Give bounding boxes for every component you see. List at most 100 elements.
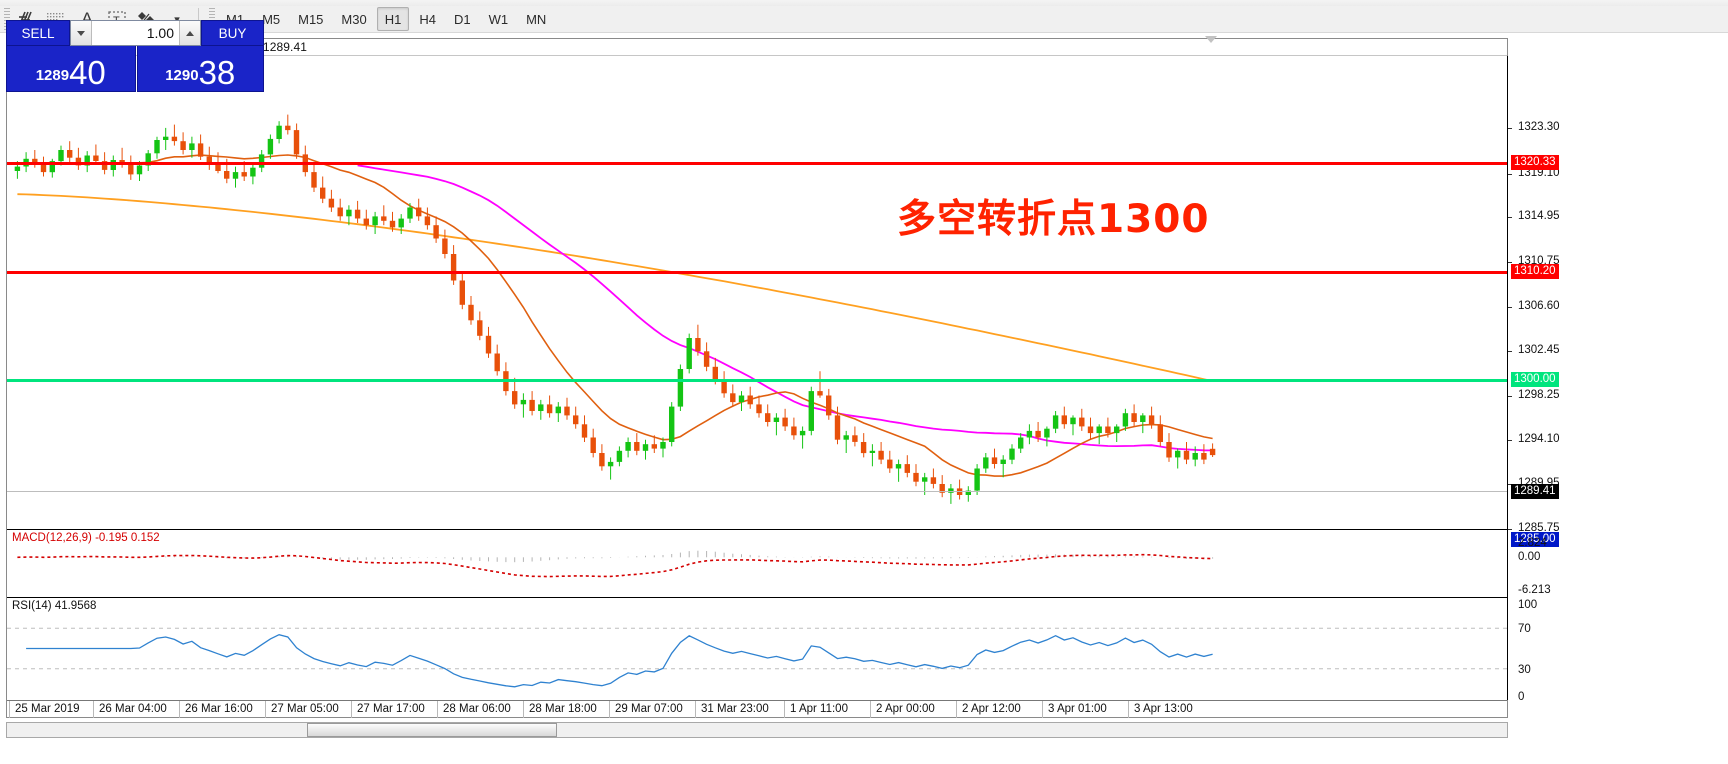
time-tick-separator (956, 701, 957, 718)
volume-input[interactable]: 1.00 (146, 25, 174, 41)
time-tick-separator (437, 701, 438, 718)
macd-svg (17, 550, 1214, 578)
price-tick-mark (1508, 529, 1512, 530)
rsi-svg (7, 627, 1507, 688)
price-tick-mark (1508, 396, 1512, 397)
price-tick-label: 1302.45 (1518, 344, 1560, 356)
rsi-label: RSI(14) 41.9568 (12, 600, 97, 612)
macd-plot[interactable] (7, 530, 1507, 595)
volume-increment-button[interactable] (179, 21, 200, 45)
timeframe-m30[interactable]: M30 (333, 7, 374, 31)
text-tool-icon[interactable]: A (74, 6, 100, 32)
timeframe-d1[interactable]: D1 (446, 7, 479, 31)
time-axis-label: 3 Apr 01:00 (1048, 703, 1107, 715)
time-tick-separator (351, 701, 352, 718)
timeframe-m5[interactable]: M5 (254, 7, 288, 31)
timeframe-group: M1 M5 M15 M30 H1 H4 D1 W1 MN (217, 7, 555, 31)
timeframe-w1[interactable]: W1 (481, 7, 517, 31)
rsi-plot[interactable] (7, 598, 1507, 699)
timeframe-label: H4 (419, 11, 436, 27)
rsi-scale-label: 0 (1518, 691, 1525, 703)
timeframe-label: MN (526, 11, 547, 27)
time-axis-label: 26 Mar 16:00 (185, 703, 253, 715)
price-pane[interactable]: 多空转折点1300 (7, 56, 1507, 542)
price-tick-mark (1508, 440, 1512, 441)
timeframe-label: W1 (488, 11, 509, 27)
sell-price-decimal: 40 (69, 54, 106, 91)
time-tick-separator (784, 701, 785, 718)
buy-price-display[interactable]: 1290 38 (136, 46, 264, 92)
sell-button[interactable]: SELL (6, 20, 70, 46)
price-tick-label: 1294.10 (1518, 433, 1560, 445)
level-line-1289.41[interactable] (7, 491, 1507, 492)
macd-label: MACD(12,26,9) -0.195 0.152 (12, 532, 160, 544)
timeframe-label: D1 (453, 11, 471, 27)
time-tick-separator (609, 701, 610, 718)
buy-price-decimal: 38 (198, 54, 236, 91)
time-axis-label: 31 Mar 23:00 (701, 703, 769, 715)
chart-annotation-text[interactable]: 多空转折点1300 (897, 197, 1210, 242)
time-axis-label: 28 Mar 18:00 (529, 703, 597, 715)
time-axis[interactable]: 25 Mar 2019 26 Mar 04:00 26 Mar 16:00 27 Ma… (7, 700, 1507, 718)
price-level-badge-red[interactable]: 1310.20 (1511, 264, 1559, 279)
time-axis-label: 25 Mar 2019 (15, 703, 80, 715)
rsi-scale-label: 30 (1518, 664, 1531, 676)
macd-scale-label: 0.00 (1518, 551, 1541, 563)
time-axis-label: 28 Mar 06:00 (443, 703, 511, 715)
toolbar-grip-2[interactable] (209, 8, 215, 30)
timeframe-h1[interactable]: H1 (376, 7, 410, 31)
scrollbar-thumb[interactable] (307, 723, 557, 737)
time-tick-separator (9, 701, 10, 718)
level-line-1300.00[interactable] (7, 379, 1507, 382)
price-level-badge-black[interactable]: 1289.41 (1511, 484, 1559, 499)
one-click-trading-panel[interactable]: SELL 1.00 BUY 1289 40 1290 38 (6, 20, 264, 92)
sell-price-integer: 1289 (35, 67, 70, 84)
rsi-pane[interactable]: RSI(14) 41.9568 (7, 597, 1507, 699)
time-tick-separator (265, 701, 266, 718)
toolbar-grip[interactable] (4, 8, 10, 30)
price-tick-label: 1306.60 (1518, 300, 1560, 312)
timeframe-m15[interactable]: M15 (290, 7, 331, 31)
price-tick-label: 1323.30 (1518, 121, 1560, 133)
macd-pane[interactable]: MACD(12,26,9) -0.195 0.152 (7, 529, 1507, 595)
time-axis-label: 29 Mar 07:00 (615, 703, 683, 715)
timeframe-h4[interactable]: H4 (411, 7, 444, 31)
time-axis-label: 2 Apr 00:00 (876, 703, 935, 715)
horizontal-scrollbar[interactable] (6, 722, 1508, 738)
price-tick-label: 1285.75 (1518, 522, 1560, 534)
volume-decrement-button[interactable] (71, 21, 92, 45)
shapes-dropdown-icon[interactable]: ▾ (164, 6, 190, 32)
price-level-badge-blue[interactable]: 1285.00 (1511, 532, 1559, 547)
macd-scale-label: -6.213 (1518, 584, 1551, 596)
ohlc-close: 1289.41 (262, 40, 307, 54)
candlestick-svg (14, 114, 1216, 504)
volume-stepper[interactable]: 1.00 (70, 20, 201, 46)
price-tick-label: 1314.95 (1518, 210, 1560, 222)
time-axis-label: 2 Apr 12:00 (962, 703, 1021, 715)
price-tick-label: 1298.25 (1518, 389, 1560, 401)
price-tick-mark (1508, 484, 1512, 485)
toolbar-divider (198, 8, 199, 30)
chart-window[interactable]: XAUUSD-,H1 1289.98 1290.47 1289.24 1289.… (6, 38, 1560, 718)
price-tick-mark (1508, 217, 1512, 218)
level-line-1310.20[interactable] (7, 271, 1507, 274)
caret-down-icon (77, 30, 85, 36)
time-tick-separator (1042, 701, 1043, 718)
macd-scale-label: 2.824 (1518, 537, 1547, 549)
time-axis-label: 26 Mar 04:00 (99, 703, 167, 715)
price-level-badge-green[interactable]: 1300.00 (1511, 372, 1559, 387)
rsi-scale-label: 70 (1518, 623, 1531, 635)
buy-button[interactable]: BUY (201, 20, 264, 46)
level-line-1320.33[interactable] (7, 162, 1507, 165)
time-axis-label: 3 Apr 13:00 (1134, 703, 1193, 715)
price-level-badge-red[interactable]: 1320.33 (1511, 155, 1559, 170)
sell-price-display[interactable]: 1289 40 (6, 46, 136, 92)
price-tick-mark (1508, 307, 1512, 308)
price-plot[interactable] (7, 56, 1507, 526)
chart-scroll-caret-icon[interactable] (1205, 36, 1217, 43)
time-axis-label: 27 Mar 05:00 (271, 703, 339, 715)
timeframe-mn[interactable]: MN (518, 7, 554, 31)
timeframe-label: H1 (384, 11, 402, 27)
text-tool-glyph: A (81, 9, 93, 28)
